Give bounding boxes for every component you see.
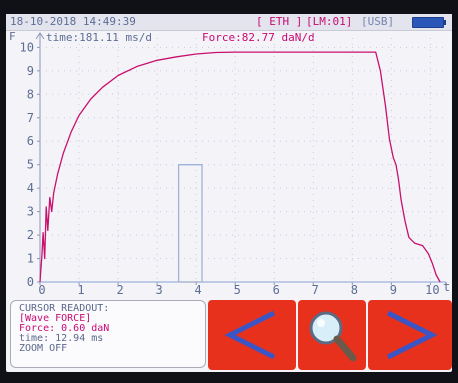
zoom-button[interactable] (298, 300, 366, 370)
readout-zoom: ZOOM OFF (19, 343, 68, 354)
y-tick-label: 5 (27, 158, 34, 172)
battery-icon (412, 17, 446, 28)
y-tick-label: 3 (27, 205, 34, 219)
series-line-0 (39, 51, 441, 283)
readout-title: CURSOR READOUT: (19, 303, 110, 314)
y-tick-label: 1 (27, 252, 34, 266)
cursor-readout-box: CURSOR READOUT: [Wave FORCE] Force: 0.60… (10, 300, 206, 368)
usb-indicator: [USB] (361, 15, 395, 28)
x-tick-label: 5 (234, 283, 241, 297)
x-tick-label: 4 (195, 283, 202, 297)
previous-button[interactable] (208, 300, 296, 370)
x-axis-label: t (443, 280, 450, 294)
y-tick-label: 9 (27, 64, 34, 78)
next-button[interactable] (368, 300, 452, 370)
chevron-left-icon (222, 307, 282, 363)
eth-indicator: [ ETH ] (256, 15, 303, 28)
y-tick-label: 2 (27, 228, 34, 242)
lm-indicator: [LM:01] (306, 15, 353, 28)
x-tick-label: 10 (425, 283, 439, 297)
bottom-panel: CURSOR READOUT: [Wave FORCE] Force: 0.60… (6, 297, 452, 372)
x-tick-label: 8 (351, 283, 358, 297)
tick-labels: 0 1 2 3 4 5 6 7 8 9 10 0 1 2 3 4 5 6 7 8 9 10 (20, 40, 440, 297)
y-axis-arrow (35, 32, 45, 40)
readout-wave: [Wave FORCE] (19, 313, 92, 324)
y-tick-label: 6 (27, 134, 34, 148)
datetime-text: 18-10-2018 14:49:39 (10, 15, 136, 28)
series-traces (39, 51, 446, 283)
x-tick-label: 0 (38, 283, 45, 297)
readout-force: Force: 0.60 daN (19, 323, 110, 334)
x-tick-label: 3 (155, 283, 162, 297)
y-axis-label: F (9, 30, 16, 43)
x-tick-label: 9 (390, 283, 397, 297)
x-tick-label: 6 (273, 283, 280, 297)
time-scale-text: time:181.11 ms/d (46, 31, 152, 44)
status-bar: 18-10-2018 14:49:39 [ ETH ] [LM:01] [USB… (6, 14, 452, 31)
grid (40, 38, 446, 282)
series-line-1 (40, 164, 446, 283)
y-tick-label: 7 (27, 111, 34, 125)
force-scale-text: Force:82.77 daN/d (202, 31, 315, 44)
readout-time: time: 12.94 ms (19, 333, 104, 344)
y-tick-label: 0 (27, 275, 34, 289)
x-tick-label: 1 (77, 283, 84, 297)
chevron-right-icon (380, 307, 440, 363)
y-tick-label: 4 (27, 181, 34, 195)
y-tick-label: 8 (27, 87, 34, 101)
force-time-plot[interactable]: F time:181.11 ms/d Force:82.77 daN/d t 0… (6, 30, 452, 297)
y-tick-label: 10 (20, 40, 34, 54)
magnifier-icon (304, 306, 360, 364)
x-tick-label: 2 (116, 283, 123, 297)
oscilloscope-screen: 18-10-2018 14:49:39 [ ETH ] [LM:01] [USB… (6, 14, 452, 372)
x-tick-label: 7 (312, 283, 319, 297)
